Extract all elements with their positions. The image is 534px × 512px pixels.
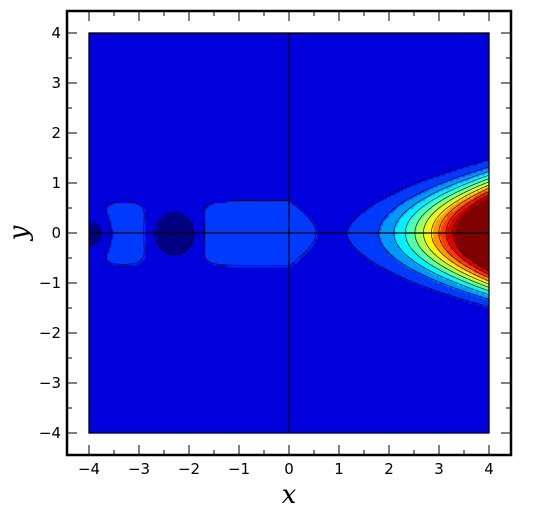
x-tick-label: 3 (434, 460, 444, 478)
x-tick-label: 1 (334, 460, 344, 478)
data-region-border (88, 32, 490, 434)
x-axis-label: x (282, 480, 297, 510)
contour-line-level-7 (423, 181, 489, 285)
contour-line-level-10 (445, 191, 489, 275)
x-tick-label: 0 (284, 460, 294, 478)
y-tick-label: −1 (39, 274, 61, 292)
reference-lines (89, 33, 489, 433)
x-tick-label: −4 (78, 460, 100, 478)
x-tick-label: −1 (228, 460, 250, 478)
tick-marks (67, 11, 511, 455)
tick-labels: −4 −3 −2 −1 0 1 2 3 4 −4 −3 −2 −1 0 1 2 3 4 (39, 24, 494, 478)
x-tick-label: −2 (178, 460, 200, 478)
y-tick-label: −4 (39, 424, 61, 442)
x-tick-label: 2 (384, 460, 394, 478)
y-tick-label: 0 (51, 224, 61, 242)
y-tick-label: −3 (39, 374, 61, 392)
y-tick-label: 3 (51, 74, 61, 92)
y-tick-label: −2 (39, 324, 61, 342)
y-axis-label: y (4, 225, 34, 241)
contour-line-level-1 (89, 211, 194, 255)
contour-line-level-11 (452, 194, 489, 272)
y-tick-label: 2 (51, 124, 61, 142)
contour-line-level-4 (393, 171, 489, 295)
x-tick-label: −3 (128, 460, 150, 478)
contour-line-level-5 (405, 174, 489, 292)
contour-line-level-9 (438, 187, 489, 279)
x-tick-label: 4 (484, 460, 494, 478)
y-tick-label: 4 (51, 24, 61, 42)
contour-line-level-2 (105, 159, 489, 307)
y-tick-label: 1 (51, 174, 61, 192)
